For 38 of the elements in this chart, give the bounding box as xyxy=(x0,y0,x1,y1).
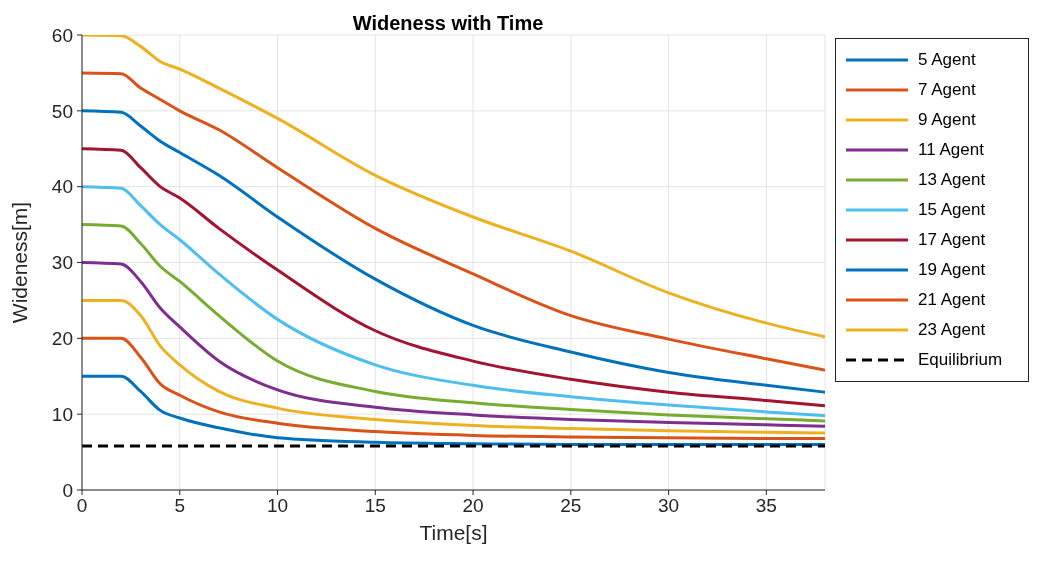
line-series xyxy=(82,185,825,418)
x-tick-label: 10 xyxy=(266,495,289,517)
line-series xyxy=(82,261,825,428)
line-series xyxy=(82,109,825,394)
x-tick-label: 35 xyxy=(755,495,777,517)
legend-label: 17 Agent xyxy=(918,229,986,251)
x-tick-label: 0 xyxy=(76,495,88,517)
x-tick-label: 25 xyxy=(560,495,582,517)
y-tick-label: 60 xyxy=(51,24,73,46)
y-tick-label: 30 xyxy=(51,252,73,274)
legend-label: 15 Agent xyxy=(918,199,986,221)
x-tick-label: 5 xyxy=(174,495,186,517)
x-tick-label: 30 xyxy=(658,495,680,517)
line-series xyxy=(82,374,825,446)
legend-label: 19 Agent xyxy=(918,259,986,281)
y-tick-label: 10 xyxy=(51,403,73,425)
line-series xyxy=(82,223,825,423)
legend-label: 13 Agent xyxy=(918,169,986,191)
x-axis-title: Time[s] xyxy=(419,521,488,544)
y-tick-label: 0 xyxy=(62,479,73,501)
y-tick-label: 20 xyxy=(51,328,73,350)
line-series xyxy=(82,298,825,435)
y-tick-label: 40 xyxy=(51,176,73,198)
legend-label: 5 Agent xyxy=(918,49,976,71)
y-tick-label: 50 xyxy=(51,100,73,122)
legend-label: Equilibrium xyxy=(918,349,1003,371)
y-axis-title: Wideness[m] xyxy=(8,201,32,324)
legend-label: 21 Agent xyxy=(918,289,986,311)
legend-label: 23 Agent xyxy=(918,319,986,341)
x-tick-label: 20 xyxy=(462,495,484,517)
line-series xyxy=(82,336,825,440)
legend-label: 11 Agent xyxy=(918,139,984,161)
line-series xyxy=(82,71,825,372)
x-tick-label: 15 xyxy=(364,495,386,517)
chart-title: Wideness with Time xyxy=(352,12,544,34)
legend-label: 9 Agent xyxy=(918,109,976,131)
line-series xyxy=(82,147,825,408)
legend-label: 7 Agent xyxy=(918,79,976,101)
